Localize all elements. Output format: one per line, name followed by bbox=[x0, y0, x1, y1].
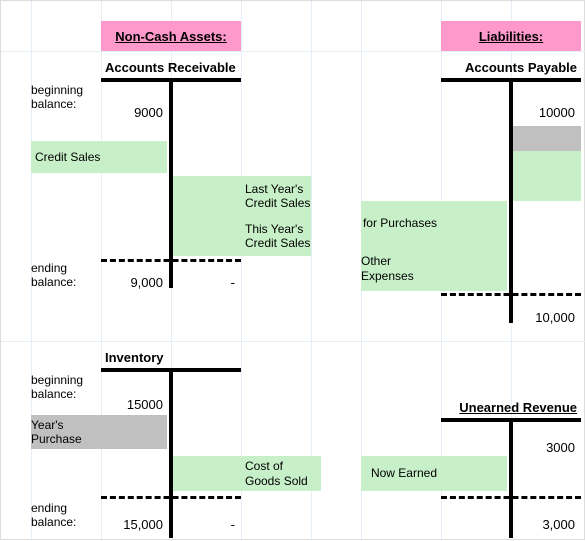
ap-ending-value: 10,000 bbox=[513, 306, 579, 328]
text: for Purchases bbox=[363, 216, 437, 230]
ending-balance-label: ending balance: bbox=[31, 259, 101, 291]
ap-grey-cell bbox=[513, 126, 581, 151]
ar-ending-right: - bbox=[173, 271, 239, 293]
beginning-balance-label: beginning balance: bbox=[31, 81, 101, 113]
text: beginning balance: bbox=[31, 83, 97, 112]
ending-balance-label: ending balance: bbox=[31, 499, 101, 531]
cogs-label: Cost of Goods Sold bbox=[241, 456, 321, 491]
ar-credit-green-left bbox=[173, 176, 241, 256]
inventory-beginning-value: 15000 bbox=[101, 393, 167, 415]
credit-sales-value-cell bbox=[101, 141, 167, 173]
ar-ending-left: 9,000 bbox=[101, 271, 167, 293]
inv-dashed bbox=[101, 496, 241, 499]
text: ending balance: bbox=[31, 261, 97, 290]
text: Credit Sales bbox=[35, 150, 100, 164]
text: This Year's Credit Sales bbox=[245, 222, 311, 251]
accounts-payable-title: Accounts Payable bbox=[441, 56, 581, 78]
years-purchase-value-cell bbox=[101, 415, 167, 449]
text: Other Expenses bbox=[361, 254, 437, 283]
ap-dashed bbox=[441, 293, 581, 296]
accounts-receivable-title: Accounts Receivable bbox=[101, 56, 261, 78]
unearned-ending-value: 3,000 bbox=[513, 513, 579, 535]
non-cash-assets-header: Non-Cash Assets: bbox=[101, 21, 241, 51]
liabilities-header: Liabilities: bbox=[441, 21, 581, 51]
unearned-dashed bbox=[441, 496, 581, 499]
inventory-ending-left: 15,000 bbox=[101, 513, 167, 535]
inventory-ending-right: - bbox=[173, 513, 239, 535]
gridline bbox=[1, 51, 585, 52]
this-years-credit-label: This Year's Credit Sales bbox=[241, 216, 311, 256]
years-purchase-label: Year's Purchase bbox=[31, 415, 101, 449]
inventory-title: Inventory bbox=[101, 346, 241, 368]
ar-beginning-value: 9000 bbox=[101, 101, 167, 123]
unearned-revenue-title: Unearned Revenue bbox=[441, 396, 581, 418]
ap-green-left bbox=[441, 201, 507, 291]
text: Cost of Goods Sold bbox=[245, 459, 321, 488]
t-account-worksheet: Non-Cash Assets: Liabilities: Accounts R… bbox=[0, 0, 585, 540]
ap-beginning-value: 10000 bbox=[513, 101, 579, 123]
text: Last Year's Credit Sales bbox=[245, 182, 311, 211]
now-earned-green bbox=[441, 456, 507, 491]
unearned-beginning-value: 3000 bbox=[513, 436, 579, 458]
cogs-green-left bbox=[173, 456, 241, 491]
text: Now Earned bbox=[371, 466, 437, 480]
ar-dashed bbox=[101, 259, 241, 262]
other-expenses-label: Other Expenses bbox=[361, 246, 441, 291]
now-earned-label: Now Earned bbox=[361, 456, 441, 491]
ap-green-right bbox=[513, 151, 581, 201]
beginning-balance-label: beginning balance: bbox=[31, 371, 101, 403]
gridline bbox=[1, 341, 585, 342]
for-purchases-label: for Purchases bbox=[361, 201, 441, 246]
text: beginning balance: bbox=[31, 373, 97, 402]
last-years-credit-label: Last Year's Credit Sales bbox=[241, 176, 311, 216]
credit-sales-label: Credit Sales bbox=[31, 141, 101, 173]
text: ending balance: bbox=[31, 501, 97, 530]
text: Year's Purchase bbox=[31, 418, 97, 447]
